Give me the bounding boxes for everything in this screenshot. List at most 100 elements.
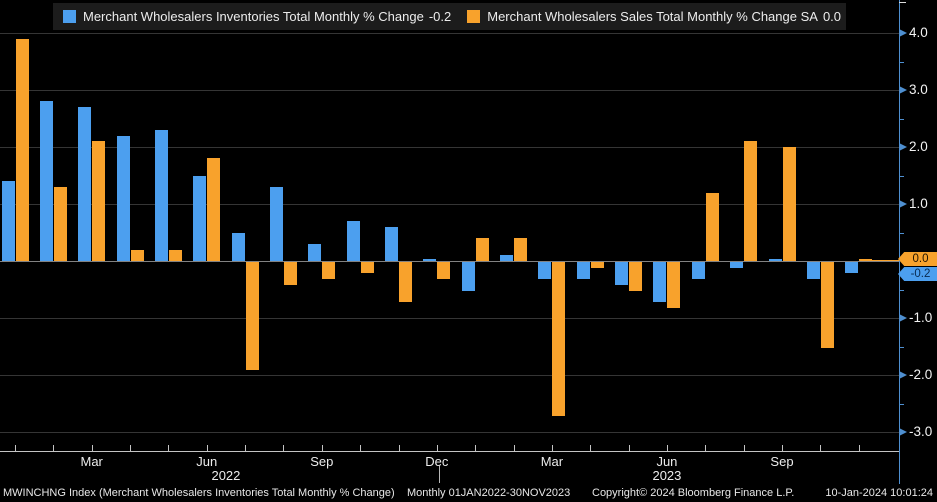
inventories-bar bbox=[193, 175, 207, 261]
inventories-bar bbox=[231, 232, 245, 261]
month-label: Mar bbox=[80, 454, 103, 469]
y-tick-icon bbox=[899, 29, 907, 37]
sales-series-swatch-icon bbox=[467, 10, 481, 23]
inventories-bar bbox=[385, 226, 398, 261]
inventories-bar bbox=[730, 262, 744, 268]
year-label: 2022 bbox=[211, 468, 241, 483]
sales-bar bbox=[92, 141, 106, 261]
month-tick bbox=[206, 445, 208, 451]
sales-bar bbox=[130, 249, 144, 261]
y-tick-icon bbox=[899, 371, 907, 379]
inventories-bar bbox=[845, 262, 859, 274]
y-minor-tick bbox=[899, 232, 904, 234]
inventories-bar bbox=[500, 255, 514, 261]
month-tick bbox=[283, 445, 285, 451]
inventories-bar bbox=[538, 262, 552, 280]
inventories-bar bbox=[576, 262, 590, 280]
month-label: Sep bbox=[770, 454, 794, 469]
inventories-bar bbox=[461, 262, 475, 291]
sales-bar bbox=[590, 262, 604, 268]
y-minor-tick bbox=[899, 118, 904, 120]
sales-series-last-value: 0.0 bbox=[822, 9, 842, 24]
sales-bar bbox=[475, 238, 489, 261]
sales-bar bbox=[53, 186, 67, 261]
gridline bbox=[0, 147, 899, 148]
y-tick-label: -1.0 bbox=[909, 310, 933, 325]
copyright-notice: Copyright© 2024 Bloomberg Finance L.P. bbox=[592, 487, 795, 499]
y-tick-icon bbox=[899, 86, 907, 94]
sales-bar bbox=[245, 262, 259, 371]
sales-bar bbox=[744, 141, 758, 261]
periodicity-range: Monthly 01JAN2022-30NOV2023 bbox=[407, 487, 571, 499]
sales-bar bbox=[322, 262, 336, 280]
gridline bbox=[0, 318, 899, 319]
instrument-description: MWINCHNG Index (Merchant Wholesalers Inv… bbox=[3, 487, 395, 499]
month-tick bbox=[436, 445, 438, 451]
inventories-bar bbox=[615, 262, 629, 285]
inventories-bar bbox=[308, 243, 322, 261]
gridline bbox=[0, 33, 899, 34]
month-tick bbox=[551, 445, 553, 451]
sales-bar bbox=[283, 262, 297, 285]
month-tick bbox=[705, 445, 707, 451]
sales-series-label: Merchant Wholesalers Sales Total Monthly… bbox=[487, 9, 818, 24]
sales-bar bbox=[782, 147, 796, 261]
month-tick bbox=[782, 445, 783, 451]
sales-bar bbox=[399, 262, 412, 302]
sales-current-value-line bbox=[861, 260, 899, 261]
timestamp: 10-Jan-2024 10:01:24 bbox=[825, 487, 933, 499]
y-tick-icon bbox=[899, 143, 907, 151]
month-tick bbox=[321, 445, 323, 451]
plot-area bbox=[0, 33, 899, 433]
month-tick bbox=[168, 445, 170, 451]
sales-bar bbox=[437, 262, 451, 280]
month-tick bbox=[245, 445, 247, 451]
inventories-bar bbox=[39, 101, 53, 261]
inventories-bar bbox=[653, 262, 667, 302]
month-tick bbox=[130, 445, 132, 451]
month-label: Dec bbox=[425, 454, 449, 469]
y-tick-icon bbox=[899, 428, 907, 436]
y-tick-label: -2.0 bbox=[909, 367, 933, 382]
gridline bbox=[0, 90, 899, 91]
inventories-last-value-badge: -0.2 bbox=[898, 267, 937, 281]
inventories-bar bbox=[423, 259, 437, 261]
y-minor-tick bbox=[899, 403, 904, 405]
y-tick-label: 2.0 bbox=[909, 139, 928, 154]
y-axis-top-tick bbox=[899, 2, 906, 3]
inventories-bar bbox=[154, 129, 168, 261]
month-tick bbox=[628, 445, 630, 451]
inventories-bar bbox=[116, 135, 130, 261]
month-label: Mar bbox=[540, 454, 564, 469]
month-tick bbox=[743, 445, 745, 451]
sales-bar bbox=[552, 262, 566, 416]
gridline bbox=[0, 375, 899, 376]
y-minor-tick bbox=[899, 61, 904, 63]
y-tick-label: 4.0 bbox=[909, 25, 928, 40]
inventories-bar bbox=[269, 186, 283, 261]
month-tick bbox=[513, 445, 515, 451]
year-label: 2023 bbox=[652, 468, 682, 483]
sales-bar bbox=[360, 262, 374, 274]
y-tick-label: 1.0 bbox=[909, 196, 928, 211]
inventories-bar bbox=[1, 181, 15, 261]
month-label: Jun bbox=[656, 454, 678, 469]
month-label: Sep bbox=[310, 454, 334, 469]
inventories-bar bbox=[691, 262, 705, 280]
y-minor-tick bbox=[899, 346, 904, 348]
month-tick bbox=[820, 445, 822, 451]
y-tick-label: -3.0 bbox=[909, 424, 933, 439]
inventories-bar bbox=[346, 221, 360, 261]
month-tick bbox=[53, 445, 55, 451]
sales-bar bbox=[514, 238, 528, 261]
year-divider bbox=[438, 466, 440, 483]
zero-line bbox=[0, 261, 899, 262]
y-axis-line bbox=[899, 0, 900, 484]
y-minor-tick bbox=[899, 289, 904, 291]
inventories-bar bbox=[768, 259, 782, 261]
x-axis-line bbox=[0, 451, 899, 452]
gridline bbox=[0, 204, 899, 205]
inventories-series-label: Merchant Wholesalers Inventories Total M… bbox=[83, 9, 424, 24]
sales-bar bbox=[15, 38, 29, 261]
sales-bar bbox=[168, 249, 182, 261]
